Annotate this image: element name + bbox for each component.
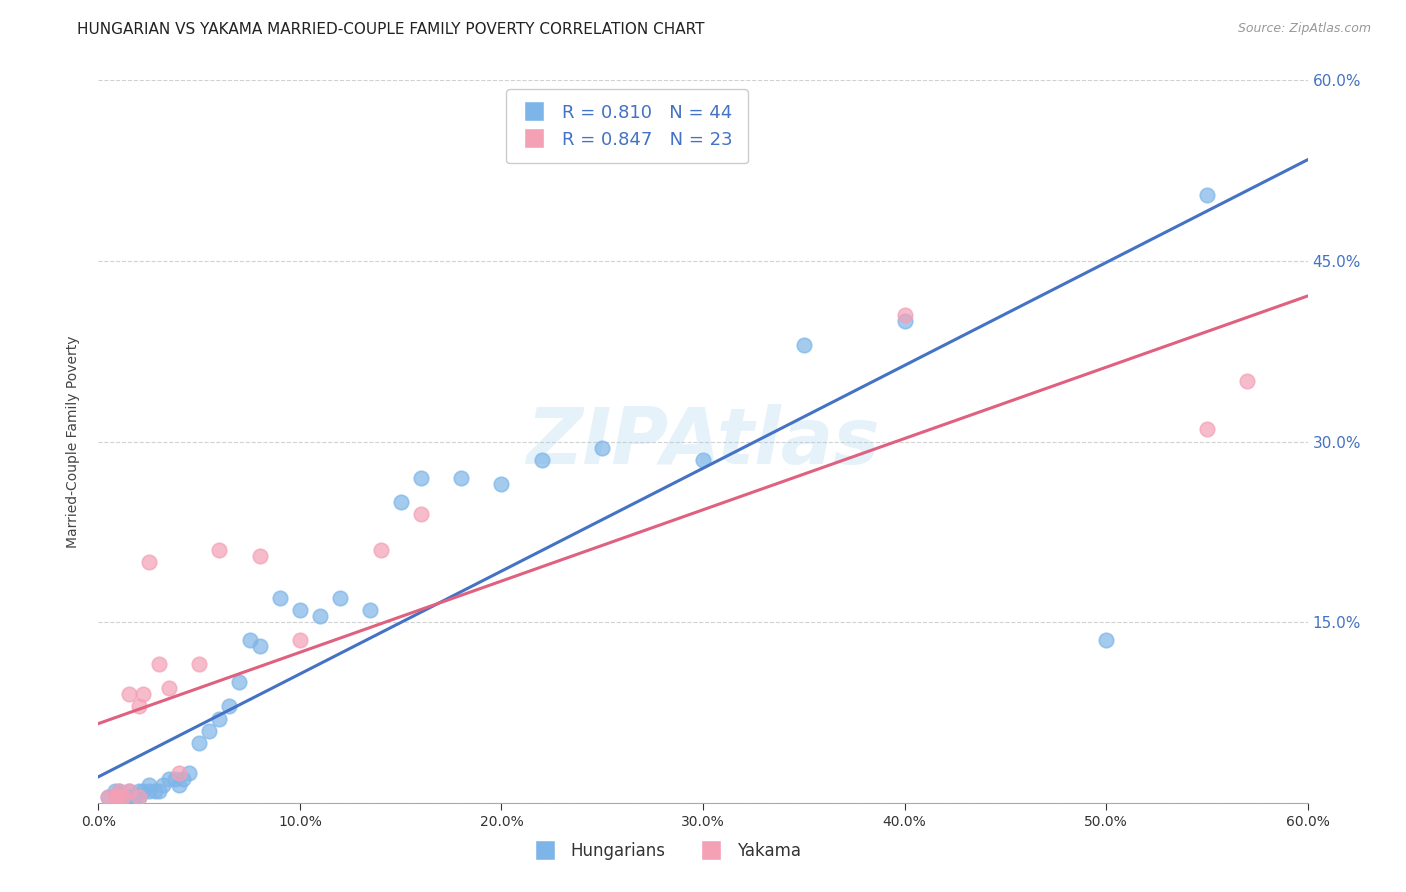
Point — [132, 784, 155, 798]
Point — [124, 789, 146, 804]
Point — [198, 723, 221, 738]
Point — [329, 591, 352, 605]
Point — [138, 778, 160, 792]
Point — [249, 639, 271, 653]
Point — [530, 452, 553, 467]
Point — [118, 784, 141, 798]
Point — [143, 784, 166, 798]
Point — [128, 789, 150, 804]
Point — [111, 789, 134, 804]
Point — [208, 542, 231, 557]
Point — [1236, 374, 1258, 388]
Text: ZIPAtlas: ZIPAtlas — [526, 403, 880, 480]
Point — [107, 784, 129, 798]
Point — [107, 784, 129, 798]
Point — [491, 476, 513, 491]
Point — [128, 789, 150, 804]
Point — [118, 784, 141, 798]
Point — [1195, 422, 1218, 436]
Point — [128, 784, 150, 798]
Point — [793, 338, 815, 352]
Point — [288, 633, 311, 648]
Point — [409, 470, 432, 484]
Point — [208, 712, 231, 726]
Point — [138, 555, 160, 569]
Point — [228, 675, 250, 690]
Point — [409, 507, 432, 521]
Point — [288, 603, 311, 617]
Point — [107, 789, 129, 804]
Point — [269, 591, 291, 605]
Point — [157, 681, 180, 696]
Point — [152, 778, 174, 792]
Point — [893, 308, 915, 322]
Point — [360, 603, 382, 617]
Point — [97, 789, 120, 804]
Point — [118, 687, 141, 701]
Point — [249, 549, 271, 563]
Legend: Hungarians, Yakama: Hungarians, Yakama — [526, 836, 808, 867]
Point — [111, 789, 134, 804]
Point — [148, 657, 170, 672]
Y-axis label: Married-Couple Family Poverty: Married-Couple Family Poverty — [66, 335, 80, 548]
Point — [188, 657, 211, 672]
Point — [132, 687, 155, 701]
Text: HUNGARIAN VS YAKAMA MARRIED-COUPLE FAMILY POVERTY CORRELATION CHART: HUNGARIAN VS YAKAMA MARRIED-COUPLE FAMIL… — [77, 22, 704, 37]
Point — [591, 441, 613, 455]
Point — [163, 772, 186, 786]
Point — [157, 772, 180, 786]
Point — [148, 784, 170, 798]
Point — [103, 784, 125, 798]
Point — [893, 314, 915, 328]
Point — [309, 609, 332, 624]
Point — [167, 778, 190, 792]
Point — [97, 789, 120, 804]
Point — [218, 699, 240, 714]
Point — [107, 789, 129, 804]
Point — [239, 633, 262, 648]
Point — [1195, 187, 1218, 202]
Point — [138, 784, 160, 798]
Point — [692, 452, 714, 467]
Point — [172, 772, 194, 786]
Point — [1095, 633, 1118, 648]
Point — [128, 699, 150, 714]
Point — [389, 494, 412, 508]
Point — [118, 789, 141, 804]
Point — [167, 765, 190, 780]
Point — [179, 765, 201, 780]
Point — [450, 470, 472, 484]
Point — [370, 542, 392, 557]
Text: Source: ZipAtlas.com: Source: ZipAtlas.com — [1237, 22, 1371, 36]
Point — [188, 735, 211, 749]
Point — [103, 789, 125, 804]
